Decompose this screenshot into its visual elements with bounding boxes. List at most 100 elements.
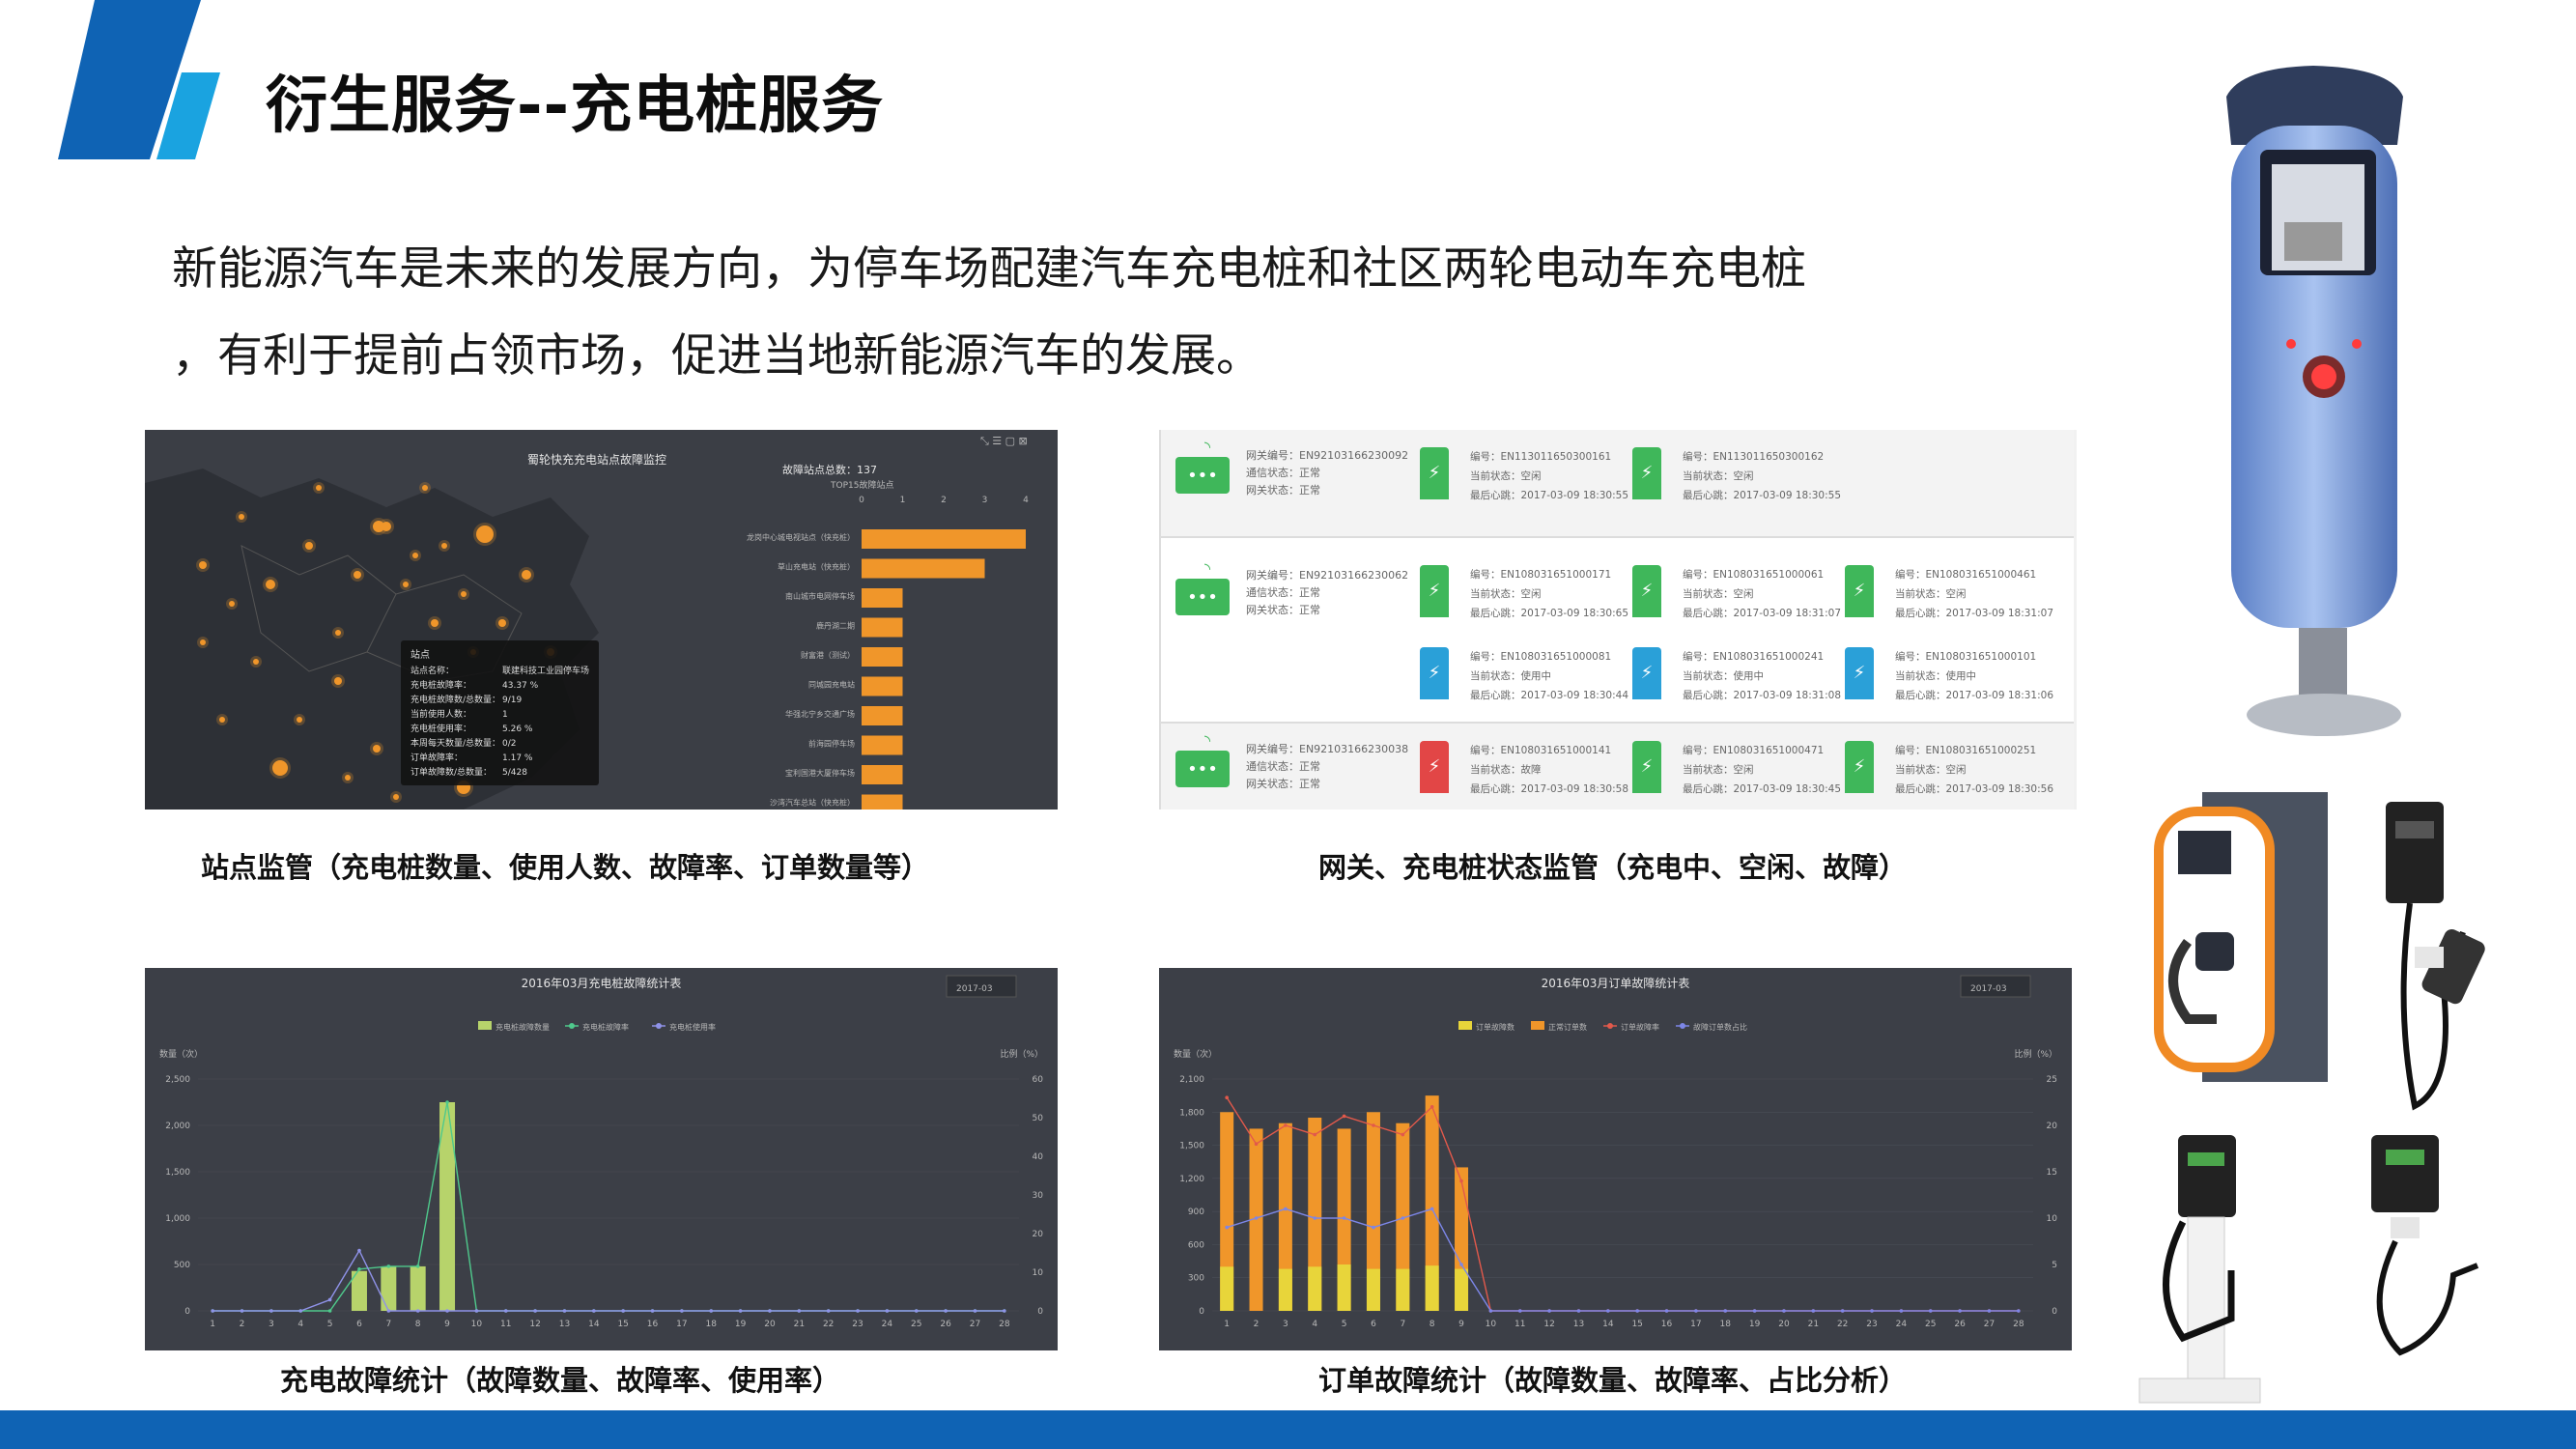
series-point[interactable] bbox=[1342, 1114, 1346, 1119]
bar[interactable] bbox=[1366, 1112, 1380, 1311]
series-point[interactable] bbox=[269, 1309, 273, 1313]
series-point[interactable] bbox=[1003, 1309, 1006, 1313]
series-point[interactable] bbox=[621, 1309, 625, 1313]
series-point[interactable] bbox=[474, 1309, 479, 1313]
bar[interactable] bbox=[1425, 1265, 1439, 1311]
series-point[interactable] bbox=[1899, 1309, 1904, 1313]
bar[interactable] bbox=[351, 1270, 367, 1311]
station-dot[interactable] bbox=[335, 630, 341, 636]
series-point[interactable] bbox=[1401, 1216, 1405, 1220]
series-point[interactable] bbox=[1313, 1132, 1317, 1137]
series-point[interactable] bbox=[826, 1309, 831, 1313]
station-dot[interactable] bbox=[382, 522, 391, 531]
window-icons[interactable]: ⤡ ☰ ▢ ⊠ bbox=[980, 435, 1028, 447]
station-dot[interactable] bbox=[498, 619, 506, 627]
legend-swatch[interactable] bbox=[478, 1021, 492, 1030]
bar[interactable] bbox=[1308, 1266, 1322, 1311]
bar[interactable] bbox=[1220, 1112, 1234, 1311]
charging-pile[interactable]: ⚡ 编号：EN108031651000461 当前状态：空闲 最后心跳：2017-03… bbox=[1845, 565, 2053, 633]
series-point[interactable] bbox=[680, 1309, 684, 1313]
legend-swatch[interactable] bbox=[1607, 1023, 1613, 1029]
bar[interactable] bbox=[381, 1265, 397, 1311]
station-dot[interactable] bbox=[354, 571, 361, 579]
series-point[interactable] bbox=[1664, 1309, 1669, 1313]
series-point[interactable] bbox=[1694, 1309, 1698, 1313]
station-dot[interactable] bbox=[199, 561, 207, 569]
charging-pile[interactable]: ⚡ 编号：EN113011650300162 当前状态：空闲 最后心跳：2017-03… bbox=[1632, 447, 1841, 515]
series-point[interactable] bbox=[357, 1248, 361, 1253]
series-point[interactable] bbox=[1313, 1216, 1317, 1220]
series-point[interactable] bbox=[1576, 1309, 1581, 1313]
series-point[interactable] bbox=[1254, 1216, 1259, 1220]
legend-swatch[interactable] bbox=[1680, 1023, 1685, 1029]
legend-swatch[interactable] bbox=[656, 1023, 662, 1029]
bar[interactable] bbox=[1366, 1268, 1380, 1311]
series-point[interactable] bbox=[973, 1309, 977, 1313]
series-point[interactable] bbox=[592, 1309, 596, 1313]
bar[interactable] bbox=[1425, 1095, 1439, 1311]
series-point[interactable] bbox=[1459, 1263, 1463, 1266]
series-point[interactable] bbox=[386, 1264, 391, 1268]
top15-bar[interactable] bbox=[862, 765, 903, 784]
charging-pile[interactable]: ⚡ 编号：EN108031651000101 当前状态：使用中 最后心跳：2017-0… bbox=[1845, 647, 2053, 715]
bar[interactable] bbox=[1278, 1268, 1292, 1311]
series-point[interactable] bbox=[1225, 1225, 1229, 1230]
station-dot[interactable] bbox=[441, 543, 447, 549]
series-point[interactable] bbox=[327, 1309, 332, 1313]
charging-pile[interactable]: ⚡ 编号：EN108031651000081 当前状态：使用中 最后心跳：2017-0… bbox=[1420, 647, 1628, 715]
series-point[interactable] bbox=[1459, 1179, 1463, 1183]
series-point[interactable] bbox=[327, 1297, 332, 1302]
station-dot[interactable] bbox=[476, 526, 494, 543]
charging-pile[interactable]: ⚡ 编号：EN108031651000241 当前状态：使用中 最后心跳：2017-0… bbox=[1632, 647, 1841, 715]
top15-bar[interactable] bbox=[862, 647, 903, 667]
station-dot[interactable] bbox=[229, 601, 235, 607]
charging-pile[interactable]: ⚡ 编号：EN108031651000171 当前状态：空闲 最后心跳：2017-03… bbox=[1420, 565, 1628, 633]
series-point[interactable] bbox=[415, 1264, 420, 1268]
series-point[interactable] bbox=[709, 1309, 714, 1313]
series-point[interactable] bbox=[768, 1309, 772, 1313]
top15-bar[interactable] bbox=[862, 588, 903, 608]
series-point[interactable] bbox=[944, 1309, 948, 1313]
series-point[interactable] bbox=[738, 1309, 743, 1313]
bar[interactable] bbox=[410, 1265, 426, 1311]
bar[interactable] bbox=[1337, 1264, 1351, 1311]
charging-pile[interactable]: ⚡ 编号：EN108031651000141 当前状态：故障 最后心跳：2017-03… bbox=[1420, 741, 1628, 809]
series-point[interactable] bbox=[445, 1100, 449, 1104]
station-dot[interactable] bbox=[219, 717, 225, 723]
charging-pile[interactable]: ⚡ 编号：EN108031651000061 当前状态：空闲 最后心跳：2017-03… bbox=[1632, 565, 1841, 633]
series-point[interactable] bbox=[1840, 1309, 1845, 1313]
series-point[interactable] bbox=[1284, 1207, 1288, 1211]
series-point[interactable] bbox=[1606, 1309, 1610, 1313]
legend-swatch[interactable] bbox=[569, 1023, 575, 1029]
legend-swatch[interactable] bbox=[1531, 1021, 1544, 1030]
bar[interactable] bbox=[1455, 1268, 1469, 1311]
series-point[interactable] bbox=[1752, 1309, 1757, 1313]
date-picker[interactable] bbox=[946, 975, 1017, 998]
series-point[interactable] bbox=[1782, 1309, 1786, 1313]
series-point[interactable] bbox=[562, 1309, 567, 1313]
station-dot[interactable] bbox=[334, 677, 342, 685]
charging-pile[interactable]: ⚡ 编号：EN113011650300161 当前状态：空闲 最后心跳：2017-03… bbox=[1420, 447, 1628, 515]
series-point[interactable] bbox=[1811, 1309, 1816, 1313]
station-dot[interactable] bbox=[200, 639, 206, 645]
station-dot[interactable] bbox=[253, 659, 259, 665]
station-dot[interactable] bbox=[305, 542, 313, 550]
station-dot[interactable] bbox=[373, 521, 384, 532]
series-point[interactable] bbox=[1254, 1142, 1259, 1146]
top15-bar[interactable] bbox=[862, 706, 903, 725]
series-point[interactable] bbox=[240, 1309, 244, 1313]
series-point[interactable] bbox=[885, 1309, 890, 1313]
series-point[interactable] bbox=[1401, 1132, 1405, 1137]
series-point[interactable] bbox=[1870, 1309, 1874, 1313]
series-point[interactable] bbox=[445, 1309, 449, 1313]
series-point[interactable] bbox=[1342, 1216, 1346, 1220]
series-point[interactable] bbox=[797, 1309, 802, 1313]
station-dot[interactable] bbox=[316, 485, 322, 491]
date-picker[interactable] bbox=[1960, 975, 2031, 998]
bar[interactable] bbox=[1308, 1118, 1322, 1311]
series-point[interactable] bbox=[211, 1309, 214, 1313]
top15-bar[interactable] bbox=[862, 529, 1026, 549]
series-point[interactable] bbox=[298, 1309, 303, 1313]
series-point[interactable] bbox=[650, 1309, 655, 1313]
series-point[interactable] bbox=[1225, 1095, 1229, 1099]
